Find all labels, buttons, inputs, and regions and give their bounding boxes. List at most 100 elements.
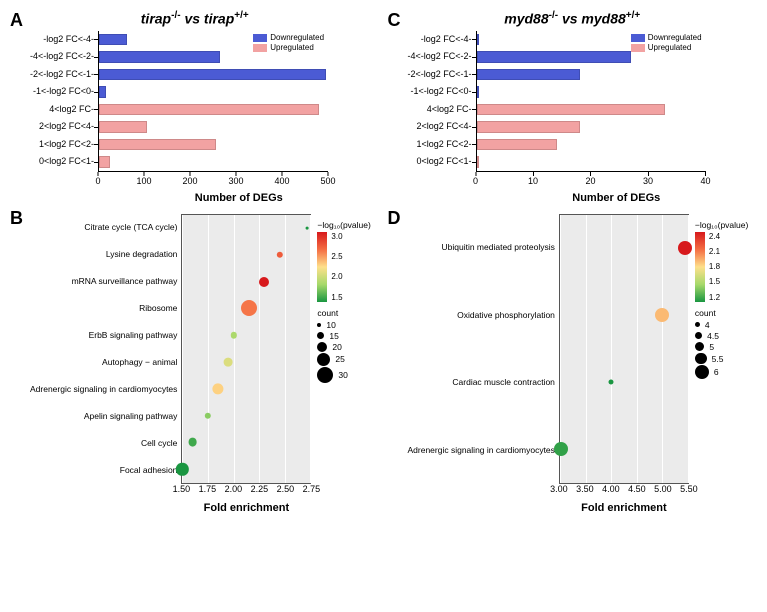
dot-xaxis-B: 1.501.752.002.252.502.75 (181, 484, 311, 500)
color-legend-title: −log₁₀(pvalue) (695, 220, 748, 230)
barchart-A: -log2 FC<-4- -4<-log2 FC<-2- -2<-log2 FC<-… (30, 31, 380, 204)
xtick: 4.50 (628, 484, 646, 494)
bar (477, 51, 632, 62)
dot-legend-D: −log₁₀(pvalue) 2.42.11.81.51.2 count 44.… (689, 214, 748, 514)
xtick: 2.50 (277, 484, 295, 494)
bar-ylabels-A: -log2 FC<-4- -4<-log2 FC<-2- -2<-log2 FC<-… (30, 31, 98, 171)
enrichment-dot (176, 463, 188, 475)
bar (477, 139, 557, 150)
bar-xlabel-A: Number of DEGs (98, 192, 379, 204)
xtick: 1.50 (173, 484, 191, 494)
bar-category-label: 4<log2 FC- (408, 105, 472, 114)
dot-xlabel-B: Fold enrichment (181, 502, 311, 514)
bar-xaxis-A: 0100200300400500 (98, 172, 328, 190)
bar-ylabels-C: -log2 FC<-4--4<-log2 FC<-2--2<-log2 FC<-… (408, 31, 476, 171)
xtick: 10 (528, 172, 538, 186)
dot-ylabels-B: Citrate cycle (TCA cycle)Lysine degradat… (30, 214, 181, 484)
bar (477, 34, 479, 45)
enrichment-dot (306, 227, 309, 230)
bar-plot-C: Downregulated Upregulated (476, 31, 706, 172)
xtick: 2.75 (303, 484, 321, 494)
legend-up-label: Upregulated (270, 43, 314, 53)
bar-xaxis-C: 010203040 (476, 172, 706, 190)
pathway-label: Ribosome (30, 295, 177, 322)
pathway-label: Citrate cycle (TCA cycle) (30, 214, 177, 241)
size-legend-title: count (317, 308, 370, 318)
bar-category-label: 2<log2 FC<4- (408, 122, 472, 131)
dotplot-D: Ubiquitin mediated proteolysisOxidative … (408, 214, 758, 514)
pathway-label: ErbB signaling pathway (30, 322, 177, 349)
pathway-label: Lysine degradation (30, 241, 177, 268)
enrichment-dot (213, 383, 224, 394)
size-legend-D: 44.555.56 (695, 320, 748, 380)
bar-legend-A: Downregulated Upregulated (253, 33, 324, 54)
bar-legend-C: Downregulated Upregulated (631, 33, 702, 54)
panel-letter-B: B (10, 208, 23, 229)
xtick: 300 (229, 172, 244, 186)
legend-down-label: Downregulated (648, 33, 702, 43)
xtick: 5.50 (680, 484, 698, 494)
bar (477, 121, 580, 132)
enrichment-dot (276, 252, 282, 258)
bar (477, 156, 479, 167)
bar (477, 104, 666, 115)
bar (99, 121, 147, 132)
enrichment-dot (188, 438, 197, 447)
pathway-label: Cardiac muscle contraction (408, 349, 555, 417)
enrichment-dot (224, 358, 233, 367)
bar-category-label: 0<log2 FC<1- (408, 157, 472, 166)
color-legend-title: −log₁₀(pvalue) (317, 220, 370, 230)
dot-ylabels-D: Ubiquitin mediated proteolysisOxidative … (408, 214, 559, 484)
xtick: 0 (96, 172, 101, 186)
bar-category-label: 2<log2 FC<4- (30, 122, 94, 131)
legend-down-label: Downregulated (270, 33, 324, 43)
xtick: 5.00 (654, 484, 672, 494)
panel-title-C: myd88-/- vs myd88+/+ (388, 10, 758, 27)
bar (99, 69, 326, 80)
bar (99, 86, 106, 97)
bar-category-label: -1<-log2 FC<0- (30, 87, 94, 96)
pathway-label: Adrenergic signaling in cardiomyocytes (408, 416, 555, 484)
legend-up-label: Upregulated (648, 43, 692, 53)
bar (477, 86, 479, 97)
xtick: 400 (275, 172, 290, 186)
xtick: 4.00 (602, 484, 620, 494)
enrichment-dot (678, 241, 692, 255)
bar (99, 104, 319, 115)
bar-category-label: -2<-log2 FC<-1- (408, 70, 472, 79)
bar (99, 34, 126, 45)
xtick: 20 (586, 172, 596, 186)
xtick: 100 (137, 172, 152, 186)
enrichment-dot (241, 300, 257, 316)
enrichment-dot (259, 277, 269, 287)
pathway-label: Oxidative phosphorylation (408, 281, 555, 349)
panel-title-A: tirap-/- vs tirap+/+ (10, 10, 380, 27)
xtick: 1.75 (199, 484, 217, 494)
pathway-label: Ubiquitin mediated proteolysis (408, 214, 555, 282)
bar-category-label: -4<-log2 FC<-2- (30, 52, 94, 61)
xtick: 500 (321, 172, 336, 186)
panel-A: A tirap-/- vs tirap+/+ -log2 FC<-4--4<-l… (10, 10, 380, 204)
size-legend-title: count (695, 308, 748, 318)
panel-letter-D: D (388, 208, 401, 229)
color-scale-B: 3.02.52.01.5 (317, 232, 327, 302)
bar-category-label: -2<-log2 FC<-1- (30, 70, 94, 79)
dotplot-B: Citrate cycle (TCA cycle)Lysine degradat… (30, 214, 380, 514)
xtick: 200 (183, 172, 198, 186)
xtick: 30 (643, 172, 653, 186)
bar-category-label: -log2 FC<-4- (30, 35, 94, 44)
enrichment-dot (205, 412, 211, 418)
xtick: 2.25 (251, 484, 269, 494)
xtick: 3.50 (576, 484, 594, 494)
bar-category-label: -log2 FC<-4- (408, 35, 472, 44)
xtick: 2.00 (225, 484, 243, 494)
panel-D: D Ubiquitin mediated proteolysisOxidativ… (388, 208, 758, 514)
enrichment-dot (230, 332, 236, 338)
pathway-label: Focal adhesion (30, 457, 177, 484)
figure-grid: A tirap-/- vs tirap+/+ -log2 FC<-4--4<-l… (10, 10, 757, 514)
dot-plot-D (559, 214, 689, 484)
panel-B: B Citrate cycle (TCA cycle)Lysine degrad… (10, 208, 380, 514)
pathway-label: Apelin signaling pathway (30, 403, 177, 430)
pathway-label: Cell cycle (30, 430, 177, 457)
pathway-label: Autophagy − animal (30, 349, 177, 376)
